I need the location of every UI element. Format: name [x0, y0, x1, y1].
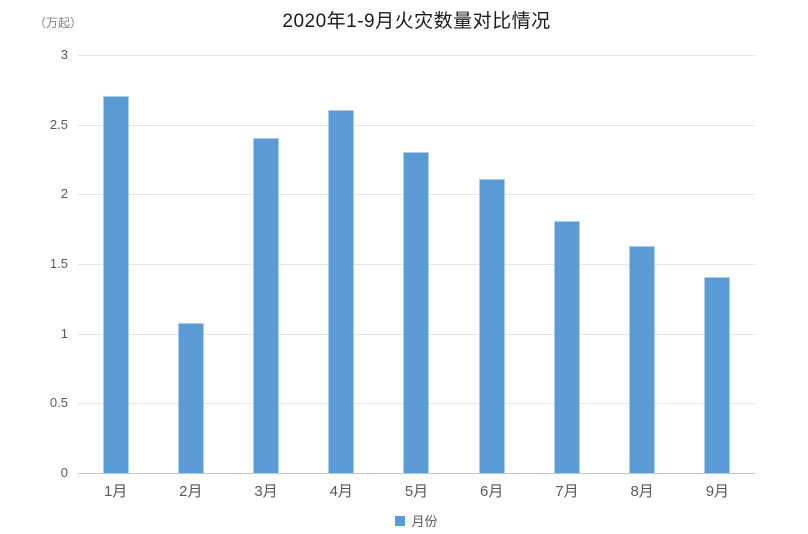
- bar-slot: [304, 55, 379, 473]
- y-tick-label: 0: [60, 465, 68, 480]
- legend-marker-icon: [395, 515, 406, 526]
- bar-slot: [78, 55, 153, 473]
- plot-area: [78, 55, 755, 474]
- x-tick-label: 6月: [480, 483, 504, 500]
- bar-series: [78, 55, 755, 473]
- gridline: [78, 124, 755, 126]
- y-tick-label: 0.5: [49, 395, 68, 411]
- legend-label: 月份: [411, 514, 438, 529]
- bar-6月: [478, 179, 505, 473]
- gridline: [78, 55, 755, 56]
- bar-2月: [177, 322, 204, 473]
- y-axis-unit-label: （万起）: [34, 16, 83, 30]
- x-tick-label: 2月: [179, 483, 203, 500]
- bar-4月: [328, 109, 355, 473]
- y-tick-label: 2.5: [49, 116, 68, 132]
- bar-1月: [102, 95, 129, 473]
- bar-slot: [228, 55, 303, 473]
- y-axis-labels: 0 0.5 1 1.5 2 2.5 3: [0, 48, 68, 480]
- bar-slot: [153, 55, 228, 473]
- bar-slot: [454, 55, 529, 473]
- x-tick-label: 3月: [254, 483, 278, 500]
- x-tick-label: 7月: [555, 483, 579, 500]
- bar-5月: [403, 151, 430, 473]
- chart-title: 2020年1-9月火灾数量对比情况: [282, 11, 551, 32]
- y-tick-label: 2: [60, 186, 68, 202]
- x-tick-label: 1月: [103, 483, 128, 500]
- x-tick-label: 8月: [630, 483, 654, 500]
- x-tick-label: 5月: [404, 483, 429, 500]
- y-tick-label: 1: [60, 325, 68, 341]
- bar-slot: [529, 55, 604, 473]
- x-axis-labels: 1月 2月 3月 4月 5月 6月 7月 8月 9月: [78, 480, 755, 501]
- y-tick-label: 1.5: [49, 256, 68, 271]
- x-tick-label: 4月: [329, 483, 353, 500]
- bar-8月: [629, 246, 656, 473]
- bar-7月: [553, 221, 580, 473]
- legend: 月份: [78, 511, 755, 530]
- bar-3月: [253, 137, 280, 473]
- bar-slot: [379, 55, 454, 473]
- bar-slot: [680, 55, 755, 473]
- y-tick-label: 3: [60, 47, 68, 62]
- bar-9月: [704, 276, 731, 473]
- x-tick-label: 9月: [705, 483, 730, 500]
- x-axis-line: [78, 473, 755, 474]
- bar-slot: [605, 55, 680, 473]
